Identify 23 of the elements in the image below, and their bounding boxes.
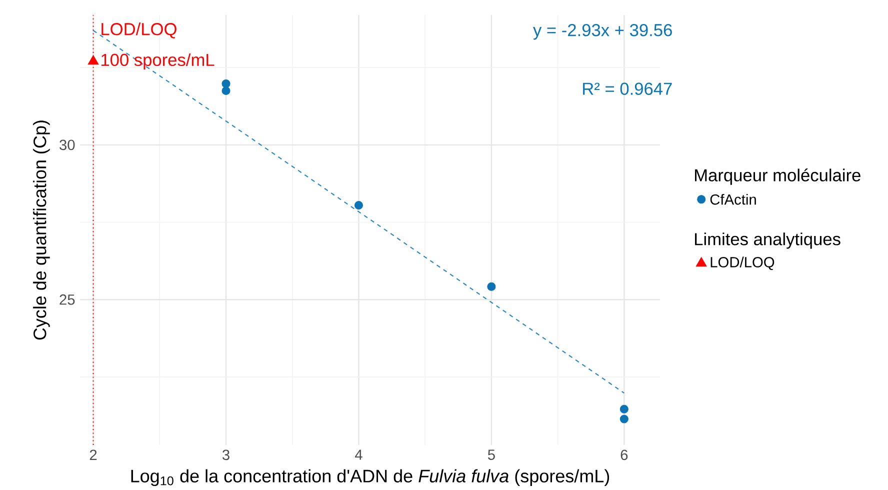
point bbox=[620, 404, 628, 414]
y-axis-title: Cycle de quantification (Cp) bbox=[33, 120, 50, 340]
legend-title: Marqueur moléculaire bbox=[695, 168, 860, 185]
legend-label: CfActin bbox=[710, 194, 756, 204]
point bbox=[222, 79, 230, 88]
annotation: 100 spores/mL bbox=[102, 53, 214, 70]
point bbox=[354, 200, 363, 210]
point bbox=[487, 282, 496, 291]
text: Limites analytiques bbox=[695, 232, 840, 249]
x-tick-label: 5 bbox=[488, 449, 495, 460]
point bbox=[222, 86, 230, 95]
x-tick-label: 2 bbox=[90, 449, 97, 460]
x-tick-label: 4 bbox=[354, 449, 362, 460]
annotation: R² = 0.9647 bbox=[583, 82, 672, 95]
annotation: LOD/LOQ bbox=[102, 22, 176, 38]
legend-label: LOD/LOQ bbox=[710, 256, 774, 270]
x-tick-label: 3 bbox=[222, 449, 230, 460]
annotation: y = -2.93x + 39.56 bbox=[533, 24, 672, 40]
y-tick-label: 25 bbox=[60, 294, 75, 305]
x-axis-title: Log$_{10}$ de la concentration d'ADN de Fulvia fulva (spores/mL) bbox=[131, 469, 610, 486]
y-tick-label: 30 bbox=[60, 140, 75, 150]
point bbox=[620, 414, 628, 424]
x-tick-label: 6 bbox=[620, 449, 628, 460]
